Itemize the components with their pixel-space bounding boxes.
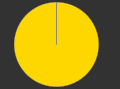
- Wedge shape: [14, 2, 99, 87]
- Wedge shape: [56, 2, 57, 44]
